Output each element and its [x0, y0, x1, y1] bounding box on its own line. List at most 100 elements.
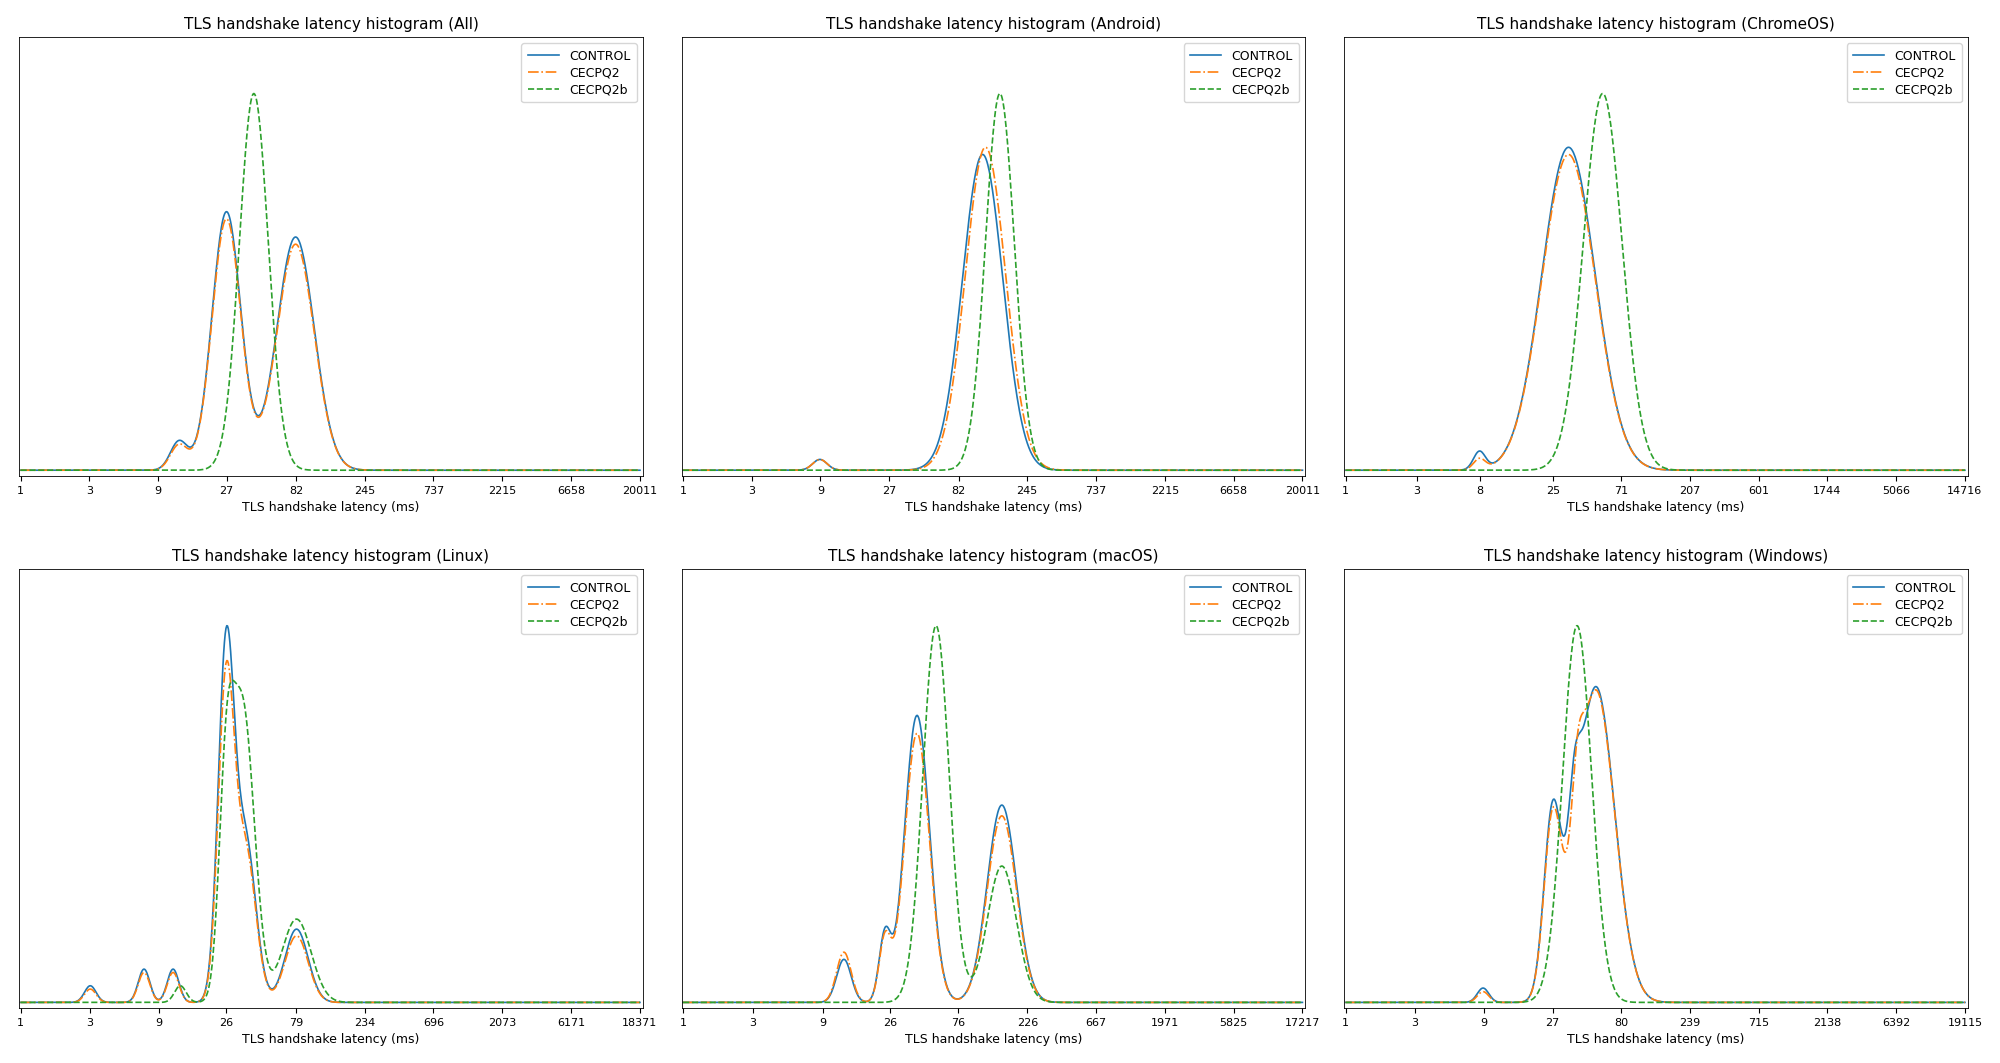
CECPQ2b: [1048, 463, 1072, 476]
CECPQ2b: [386, 996, 410, 1009]
CECPQ2b: [710, 463, 734, 476]
CONTROL: [1804, 996, 1828, 1009]
CECPQ2: [1952, 996, 1976, 1009]
CECPQ2b: [1694, 996, 1718, 1009]
CONTROL: [710, 463, 734, 476]
CONTROL: [370, 463, 394, 476]
CECPQ2: [1142, 463, 1166, 476]
CECPQ2: [1694, 996, 1718, 1009]
CECPQ2b: [1566, 620, 1590, 632]
CECPQ2: [370, 996, 394, 1009]
CECPQ2: [1584, 684, 1608, 696]
Line: CECPQ2: CECPQ2: [20, 660, 640, 1002]
CECPQ2: [1728, 463, 1752, 476]
CECPQ2: [404, 463, 428, 476]
CECPQ2: [710, 996, 734, 1009]
Legend: CONTROL, CECPQ2, CECPQ2b: CONTROL, CECPQ2, CECPQ2b: [522, 575, 636, 635]
CONTROL: [1142, 463, 1166, 476]
CECPQ2b: [1032, 460, 1056, 473]
CONTROL: [1066, 463, 1090, 476]
CECPQ2: [628, 996, 652, 1009]
Line: CECPQ2: CECPQ2: [684, 148, 1302, 470]
CECPQ2b: [1066, 463, 1090, 476]
CECPQ2b: [672, 996, 696, 1009]
CECPQ2: [370, 463, 394, 476]
X-axis label: TLS handshake latency (ms): TLS handshake latency (ms): [242, 1033, 420, 1046]
CONTROL: [970, 148, 994, 161]
CONTROL: [1728, 463, 1752, 476]
CECPQ2: [1048, 463, 1072, 476]
CECPQ2b: [404, 996, 428, 1009]
CECPQ2: [1334, 996, 1358, 1009]
CECPQ2: [1066, 996, 1090, 1009]
CONTROL: [1334, 463, 1358, 476]
CECPQ2b: [988, 87, 1012, 100]
CECPQ2b: [1142, 463, 1166, 476]
CECPQ2b: [1694, 463, 1718, 476]
CECPQ2b: [924, 620, 948, 632]
CONTROL: [1556, 141, 1580, 154]
CECPQ2b: [370, 996, 394, 1009]
CECPQ2: [1334, 463, 1358, 476]
CONTROL: [214, 620, 238, 632]
Title: TLS handshake latency histogram (Windows): TLS handshake latency histogram (Windows…: [1484, 549, 1828, 563]
Line: CECPQ2: CECPQ2: [20, 219, 640, 470]
CECPQ2: [1372, 996, 1396, 1009]
CECPQ2b: [1728, 463, 1752, 476]
CECPQ2b: [1710, 463, 1734, 476]
Line: CECPQ2b: CECPQ2b: [20, 680, 640, 1002]
CECPQ2: [628, 463, 652, 476]
CECPQ2b: [1372, 463, 1396, 476]
CECPQ2: [1804, 996, 1828, 1009]
Line: CECPQ2b: CECPQ2b: [1346, 94, 1964, 470]
CONTROL: [1372, 463, 1396, 476]
CONTROL: [1334, 996, 1358, 1009]
X-axis label: TLS handshake latency (ms): TLS handshake latency (ms): [1568, 1033, 1744, 1046]
CECPQ2: [1032, 993, 1056, 1006]
CONTROL: [1372, 996, 1396, 1009]
CONTROL: [628, 996, 652, 1009]
CECPQ2: [672, 463, 696, 476]
CECPQ2b: [8, 463, 32, 476]
CONTROL: [1868, 463, 1892, 476]
CONTROL: [1710, 463, 1734, 476]
CONTROL: [1804, 463, 1828, 476]
CECPQ2b: [710, 996, 734, 1009]
CECPQ2b: [1868, 463, 1892, 476]
Line: CECPQ2b: CECPQ2b: [684, 94, 1302, 470]
CONTROL: [480, 996, 504, 1009]
CECPQ2: [1372, 463, 1396, 476]
CECPQ2: [214, 213, 238, 225]
CONTROL: [1952, 463, 1976, 476]
CECPQ2: [906, 727, 930, 740]
CECPQ2b: [542, 996, 566, 1009]
CECPQ2: [480, 463, 504, 476]
CONTROL: [542, 463, 566, 476]
CECPQ2b: [1206, 463, 1230, 476]
CECPQ2b: [628, 463, 652, 476]
CECPQ2b: [1290, 463, 1314, 476]
CECPQ2: [8, 463, 32, 476]
CECPQ2b: [480, 996, 504, 1009]
CECPQ2b: [1952, 996, 1976, 1009]
CECPQ2: [1290, 996, 1314, 1009]
CONTROL: [370, 996, 394, 1009]
CONTROL: [1048, 463, 1072, 476]
CECPQ2: [974, 141, 998, 154]
CONTROL: [906, 709, 930, 722]
CECPQ2b: [1590, 87, 1614, 100]
CONTROL: [386, 996, 410, 1009]
CONTROL: [404, 463, 428, 476]
CECPQ2: [1290, 463, 1314, 476]
Title: TLS handshake latency histogram (Linux): TLS handshake latency histogram (Linux): [172, 549, 490, 563]
Title: TLS handshake latency histogram (macOS): TLS handshake latency histogram (macOS): [828, 549, 1158, 563]
Legend: CONTROL, CECPQ2, CECPQ2b: CONTROL, CECPQ2, CECPQ2b: [1184, 44, 1300, 102]
CONTROL: [480, 463, 504, 476]
CONTROL: [1694, 463, 1718, 476]
CECPQ2: [1206, 463, 1230, 476]
CECPQ2b: [1290, 996, 1314, 1009]
CECPQ2: [710, 463, 734, 476]
Title: TLS handshake latency histogram (ChromeOS): TLS handshake latency histogram (ChromeO…: [1478, 17, 1834, 32]
CONTROL: [1142, 996, 1166, 1009]
X-axis label: TLS handshake latency (ms): TLS handshake latency (ms): [242, 501, 420, 514]
